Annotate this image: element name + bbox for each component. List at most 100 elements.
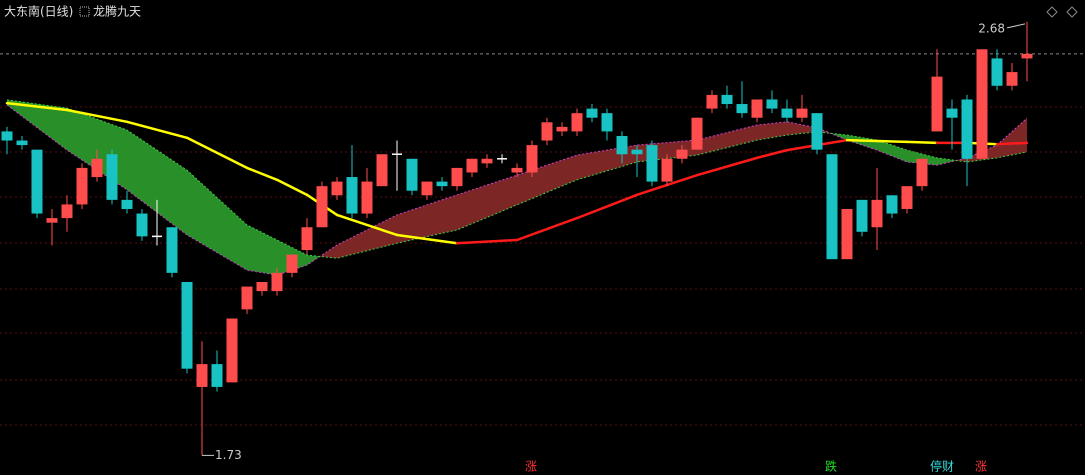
ma-line [845,138,879,143]
candle-body [316,186,328,228]
candle-body [376,154,388,187]
candle-body [16,140,28,146]
candle-body [241,286,253,310]
candle-body [166,227,178,273]
band-fill [697,125,757,156]
candle-body [961,99,973,159]
candle-body [421,181,433,196]
band-edge [6,104,1028,276]
window-button[interactable] [1066,6,1078,18]
candle-body [781,108,793,118]
candle-body [76,167,88,205]
candle-body [751,99,763,118]
band-fill [337,214,397,259]
candle-body [721,94,733,105]
candle-body [991,58,1003,86]
candle-body [331,181,343,196]
high-arrow [1006,23,1026,29]
candle-body [91,158,103,178]
band-fill [877,140,907,162]
candle-body [766,99,778,109]
band-fill [457,175,517,230]
low-label: 1.73 [215,448,242,462]
ma-line [245,166,279,182]
candle-body [1006,72,1018,86]
band-fill [7,99,67,151]
candle-body [121,199,133,209]
ma-line [275,178,309,197]
band-edge [6,99,1028,259]
ma-line [455,238,519,245]
candle-body [256,281,268,292]
band-fill [127,130,187,235]
candle-body [736,104,748,114]
candle-body [796,108,808,118]
ma-line [125,120,189,140]
candle-body [826,154,838,260]
candle-body [946,108,958,118]
ma-line [395,233,459,245]
band-fill [997,118,1027,158]
candle-body [511,167,523,173]
candle-body [571,113,583,132]
ma-line [695,156,759,177]
candle-body [646,145,658,182]
signal-label: 涨 [975,459,987,474]
band-fill [937,157,957,166]
ma-line [575,193,639,220]
candle-body [661,158,673,182]
high-label: 2.68 [978,21,1005,35]
candle-body [811,113,823,150]
indicator-icon [79,6,90,17]
candle-body [841,208,853,260]
band-fill [247,224,277,276]
ma-line [905,140,939,145]
candle-body [31,149,43,214]
candle-body [856,199,868,232]
candle-body [196,364,208,387]
ma-line [755,148,789,160]
candle-body [871,199,883,228]
candle-body [211,364,223,387]
ma-line [65,108,129,124]
candle-body [676,149,688,159]
ma-line [335,213,399,237]
candle-body [1,131,13,141]
band-fill [187,170,247,271]
ma-line [515,216,579,242]
candle-body [361,181,373,214]
indicator-name: 龙腾九天 [93,4,141,19]
candle-body [286,254,298,273]
candle-body [136,213,148,237]
signal-label: 跌 [825,459,837,474]
band-fill [907,150,937,166]
candle-body [226,318,238,383]
band-fill [397,194,457,244]
candle-body [61,204,73,219]
candle-body [916,158,928,187]
candle-body [631,149,643,155]
window-button[interactable] [1046,6,1058,18]
ma-line [185,136,249,170]
candle-body [466,158,478,173]
candle-body [706,94,718,109]
candle-body [976,49,988,159]
candle-body [451,167,463,187]
ma-line [995,141,1029,146]
band-fill [787,121,817,136]
plot: 2.68 1.73 涨 跌 停财 涨 [0,21,1085,474]
ma-line [5,101,69,112]
candle-body [556,126,568,132]
candle-body [301,227,313,251]
signal-label: 停财 [930,459,954,474]
candle-body [271,272,283,292]
signal-label: 涨 [525,459,537,474]
band-fill [517,155,577,205]
candle-body [601,113,613,132]
candle-body [526,145,538,173]
candle-body [406,158,418,191]
candle-body [901,186,913,209]
candle-body [46,218,58,223]
band-fill [757,121,787,141]
